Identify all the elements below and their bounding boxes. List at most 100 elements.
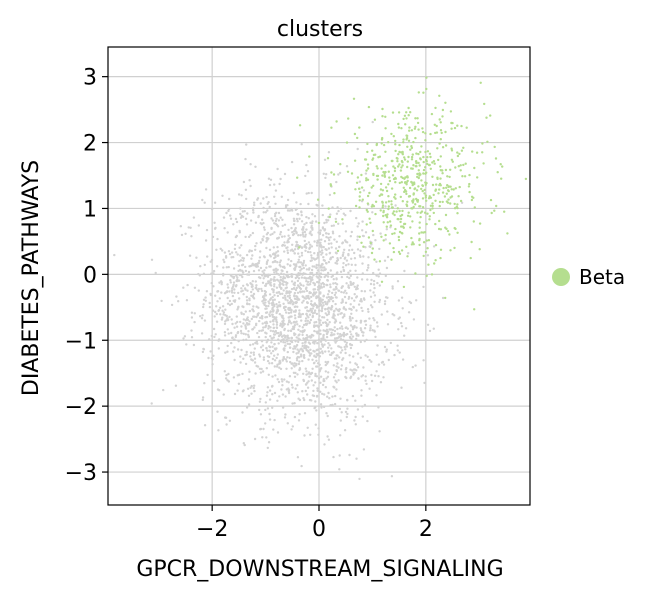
data-point	[242, 318, 245, 321]
data-point	[204, 296, 207, 299]
data-point	[365, 382, 368, 386]
data-point	[468, 190, 471, 194]
data-point	[305, 221, 308, 225]
x-axis-ticks: −2 0 2	[196, 505, 433, 542]
data-point	[320, 238, 323, 241]
data-point	[394, 149, 397, 153]
data-point	[238, 297, 241, 300]
data-point	[266, 209, 269, 212]
data-point	[337, 222, 340, 225]
data-point	[225, 211, 228, 215]
data-point	[307, 358, 310, 361]
data-point	[288, 308, 291, 312]
data-point	[213, 335, 216, 339]
data-point	[416, 172, 419, 176]
data-point	[463, 175, 467, 178]
data-point	[337, 366, 340, 369]
data-point	[201, 198, 204, 202]
data-point	[386, 221, 389, 224]
data-point	[295, 286, 298, 290]
data-point	[307, 316, 310, 319]
data-point	[242, 338, 245, 342]
data-point	[408, 129, 411, 132]
data-point	[301, 301, 304, 304]
data-point	[185, 299, 189, 302]
data-point	[213, 221, 216, 224]
data-point	[387, 195, 390, 198]
data-point	[333, 309, 336, 312]
data-point	[193, 286, 197, 289]
data-point	[297, 328, 300, 331]
data-point	[310, 276, 314, 279]
data-point	[332, 278, 335, 281]
data-point	[357, 333, 360, 337]
data-point	[306, 426, 309, 429]
data-point	[313, 342, 316, 345]
data-point	[255, 284, 258, 287]
data-point	[266, 355, 270, 358]
data-point	[286, 323, 290, 326]
data-point	[309, 302, 313, 306]
data-point	[320, 406, 323, 409]
data-point	[234, 217, 238, 221]
data-point	[302, 227, 305, 230]
data-point	[334, 261, 337, 265]
data-point	[343, 429, 347, 432]
data-point	[305, 306, 309, 309]
data-point	[244, 333, 247, 336]
data-point	[324, 176, 327, 180]
data-point	[293, 362, 296, 365]
data-point	[292, 347, 295, 350]
data-point	[274, 219, 278, 223]
data-point	[334, 341, 337, 344]
data-point	[249, 184, 252, 188]
data-point	[237, 291, 240, 295]
data-point	[345, 326, 348, 329]
data-point	[259, 241, 263, 244]
data-point	[313, 321, 316, 324]
data-point	[293, 248, 297, 251]
data-point	[257, 287, 261, 291]
data-point	[337, 309, 341, 313]
data-point	[344, 289, 347, 292]
data-point	[333, 386, 336, 389]
data-point	[386, 213, 389, 216]
data-point	[414, 125, 417, 128]
data-point	[260, 289, 264, 293]
data-point	[354, 399, 357, 402]
data-point	[335, 287, 338, 290]
data-point	[376, 344, 379, 347]
data-point	[251, 288, 254, 291]
data-point	[315, 291, 318, 294]
data-point	[293, 345, 296, 348]
data-point	[338, 454, 341, 457]
data-point	[271, 310, 275, 313]
data-point	[204, 239, 208, 242]
data-point	[281, 218, 284, 221]
data-point	[375, 165, 378, 168]
data-point	[256, 342, 259, 345]
data-point	[319, 390, 322, 393]
data-point	[261, 281, 265, 284]
data-point	[321, 345, 325, 348]
data-point	[215, 305, 218, 308]
data-point	[350, 337, 353, 341]
data-point	[391, 287, 394, 290]
data-point	[293, 325, 296, 329]
data-point	[402, 226, 405, 229]
data-point	[278, 301, 281, 304]
data-point	[233, 288, 236, 291]
data-point	[219, 247, 222, 250]
x-tick-label-2: 2	[419, 517, 433, 542]
data-point	[332, 224, 335, 227]
data-point	[450, 158, 454, 161]
data-point	[150, 258, 154, 261]
data-point	[256, 198, 259, 201]
data-point	[253, 203, 256, 207]
data-point	[318, 309, 321, 312]
data-point	[295, 359, 299, 362]
data-point	[386, 310, 389, 313]
data-point	[308, 313, 312, 316]
data-point	[307, 241, 311, 244]
data-point	[402, 141, 405, 144]
